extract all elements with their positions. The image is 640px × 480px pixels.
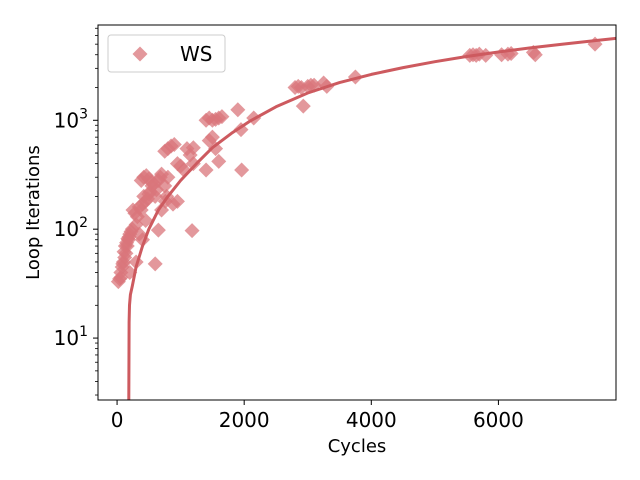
data-point [198,162,214,178]
y-tick-label: 103 [54,106,88,132]
x-tick-label: 2000 [219,408,270,432]
legend-marker-diamond [132,46,148,62]
data-point [138,213,154,229]
legend-label-ws: WS [180,42,212,66]
data-point [208,141,224,157]
x-tick-label: 6000 [473,408,524,432]
y-tick-label: 102 [54,215,88,241]
chart-axes: 0 2000 4000 6000 101 102 103 [54,24,617,432]
x-tick-label: 4000 [346,408,397,432]
legend: WS [107,34,226,73]
y-tick-label: 101 [54,324,88,350]
x-tick-label: 0 [111,408,124,432]
data-point [230,102,246,118]
data-point [169,193,185,209]
data-point [211,153,227,169]
data-point [160,169,176,185]
plot-frame [97,24,617,401]
data-point [185,156,201,172]
data-point [143,174,159,190]
data-point [184,223,200,239]
legend-box [107,34,226,73]
data-point [234,162,250,178]
data-point [147,256,163,272]
data-point [115,256,131,272]
data-point [204,129,220,145]
data-point [527,47,543,63]
data-point [166,136,182,152]
data-point [214,109,230,125]
data-point [478,47,494,63]
chart-marks [110,36,616,400]
data-point [150,222,166,238]
fit-line [127,36,616,400]
data-point [185,140,201,156]
y-axis-label: Loop Iterations [23,145,44,280]
x-axis-label: Cycles [328,436,387,457]
data-point [295,98,311,114]
